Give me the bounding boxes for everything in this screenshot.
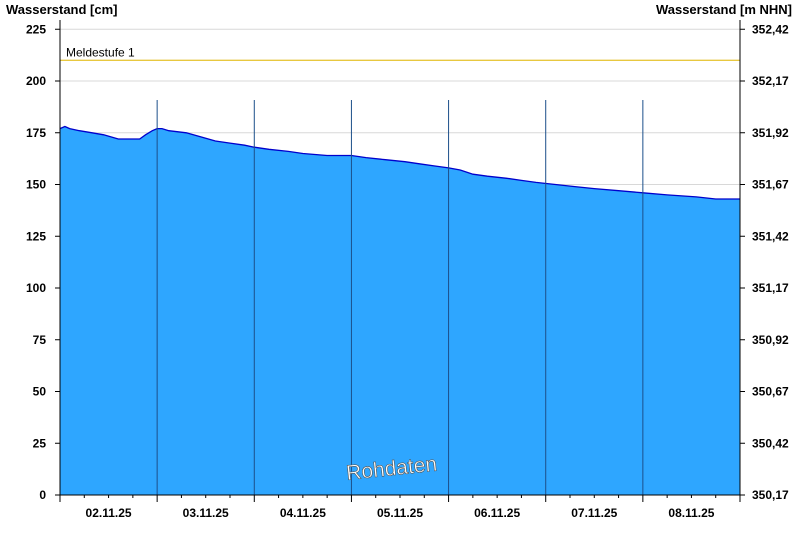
meldestufe-1-label: Meldestufe 1 xyxy=(66,45,135,59)
y-tick-label-left: 150 xyxy=(26,178,46,192)
data-area-layer xyxy=(59,125,740,495)
y-tick-label-left: 25 xyxy=(33,436,47,450)
x-tick-label: 07.11.25 xyxy=(571,506,617,520)
x-tick-label: 08.11.25 xyxy=(668,506,714,520)
y-tick-label-left: 0 xyxy=(39,488,46,502)
x-tick-label: 03.11.25 xyxy=(183,506,229,520)
series-line xyxy=(59,125,740,200)
y-tick-label-right: 350,42 xyxy=(752,436,789,450)
y-tick-label-left: 125 xyxy=(26,229,46,243)
x-tick-label: 02.11.25 xyxy=(86,506,132,520)
threshold-layer: Meldestufe 1 xyxy=(60,45,740,61)
y-tick-label-left: 50 xyxy=(33,385,47,399)
axes xyxy=(55,20,745,502)
day-divider-lines xyxy=(156,100,644,495)
y-tick-label-left: 200 xyxy=(26,74,46,88)
y-tick-label-right: 350,92 xyxy=(752,333,789,347)
y-tick-label-right: 350,67 xyxy=(752,385,789,399)
x-tick-label: 05.11.25 xyxy=(377,506,423,520)
tick-labels: 0 350,17 25 350,42 50 350,67 75 350,92 100 351,17… xyxy=(26,22,789,520)
y-axis-title-right: Wasserstand [m NHN] xyxy=(656,2,792,17)
y-tick-label-right: 350,17 xyxy=(752,488,789,502)
y-tick-label-right: 351,92 xyxy=(752,126,789,140)
y-tick-label-right: 351,17 xyxy=(752,281,789,295)
y-tick-label-left: 100 xyxy=(26,281,46,295)
y-tick-label-left: 75 xyxy=(33,333,47,347)
y-tick-label-right: 352,42 xyxy=(752,22,789,36)
y-tick-label-right: 351,67 xyxy=(752,178,789,192)
y-axis-title-left: Wasserstand [cm] xyxy=(6,2,118,17)
series-area xyxy=(60,126,740,495)
x-tick-label: 04.11.25 xyxy=(280,506,326,520)
y-tick-label-right: 351,42 xyxy=(752,229,789,243)
x-tick-label: 06.11.25 xyxy=(474,506,520,520)
y-tick-label-left: 225 xyxy=(26,22,46,36)
y-tick-label-right: 352,17 xyxy=(752,74,789,88)
y-tick-label-left: 175 xyxy=(26,126,46,140)
